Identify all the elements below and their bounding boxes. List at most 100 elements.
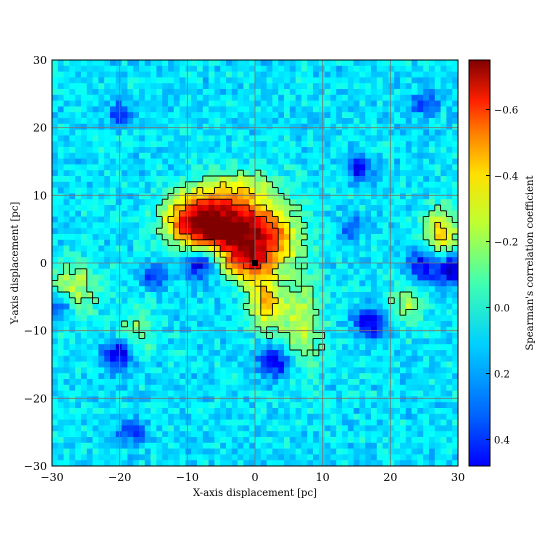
heatmap-cell [127,199,134,206]
heatmap-cell [382,257,389,264]
heatmap-cell [342,234,349,241]
heatmap-cell [342,350,349,357]
heatmap-cell [394,170,401,177]
heatmap-cell [98,315,105,322]
heatmap-cell [243,413,250,421]
heatmap-cell [249,268,256,276]
heatmap-cell [284,228,291,235]
heatmap-cell [278,390,285,397]
heatmap-cell [202,379,210,386]
heatmap-cell [284,309,291,316]
heatmap-cell [202,396,210,403]
heatmap-cell [411,280,418,287]
heatmap-cell [429,419,436,426]
heatmap-cell [127,228,134,235]
heatmap-cell [139,158,146,165]
heatmap-cell [371,239,378,247]
heatmap-cell [342,147,349,154]
heatmap-cell [342,251,349,258]
heatmap-cell [266,205,273,212]
heatmap-cell [69,147,76,154]
heatmap-cell [324,176,331,183]
heatmap-cell [139,239,146,247]
heatmap-cell [307,222,314,229]
heatmap-cell [86,321,94,328]
heatmap-cell [359,425,366,432]
x-tick-label: 20 [383,471,397,484]
heatmap-cell [191,89,198,96]
heatmap-cell [202,147,210,154]
heatmap-cell [318,442,326,450]
heatmap-cell [266,228,273,235]
heatmap-cell [52,274,59,281]
heatmap-cell [156,245,163,252]
heatmap-cell [168,431,175,438]
heatmap-cell [110,170,117,177]
heatmap-cell [324,205,331,212]
heatmap-cell [208,437,215,444]
heatmap-cell [133,89,140,96]
heatmap-cell [266,118,273,125]
heatmap-cell [173,216,181,223]
heatmap-cell [330,379,337,386]
heatmap-cell [173,286,181,293]
heatmap-cell [52,216,59,223]
heatmap-cell [359,60,366,67]
heatmap-cell [365,239,372,247]
heatmap-cell [295,286,302,293]
heatmap-cell [324,367,331,374]
heatmap-cell [156,292,163,299]
colorbar-tick-label: −0.2 [494,238,518,249]
heatmap-cell [197,338,204,345]
heatmap-cell [75,228,82,235]
heatmap-cell [382,181,389,189]
heatmap-cell [173,181,181,189]
heatmap-cell [133,152,140,160]
heatmap-cell [434,332,442,339]
heatmap-cell [144,460,152,466]
heatmap-cell [168,355,175,363]
heatmap-cell [197,83,204,90]
heatmap-cell [75,112,82,119]
heatmap-cell [382,251,389,258]
heatmap-cell [226,193,233,200]
heatmap-cell [318,60,326,67]
heatmap-cell [359,112,366,119]
heatmap-cell [347,384,355,392]
heatmap-cell [144,292,152,299]
heatmap-cell [272,437,279,444]
heatmap-cell [92,60,99,67]
heatmap-cell [86,199,94,206]
heatmap-cell [376,176,384,183]
heatmap-cell [359,147,366,154]
heatmap-cell [255,419,262,426]
heatmap-cell [226,65,233,73]
heatmap-cell [133,181,140,189]
heatmap-cell [266,123,273,131]
heatmap-cell [278,460,285,466]
heatmap-cell [208,263,215,270]
heatmap-cell [313,187,320,194]
heatmap-cell [237,384,244,392]
heatmap-cell [405,396,413,403]
heatmap-cell [266,222,273,229]
heatmap-cell [231,181,239,189]
heatmap-cell [104,297,111,305]
heatmap-cell [330,129,337,136]
heatmap-cell [104,361,111,368]
heatmap-cell [69,280,76,287]
heatmap-cell [52,332,59,339]
heatmap-cell [376,152,384,160]
heatmap-cell [98,268,105,276]
heatmap-cell [330,234,337,241]
heatmap-cell [272,77,279,84]
heatmap-cell [144,141,152,148]
heatmap-cell [214,135,221,142]
heatmap-cell [417,129,424,136]
heatmap-cell [295,187,302,194]
heatmap-cell [179,355,186,363]
heatmap-cell [75,239,82,247]
heatmap-cell [150,83,157,90]
heatmap-cell [347,315,355,322]
heatmap-cell [417,425,424,432]
